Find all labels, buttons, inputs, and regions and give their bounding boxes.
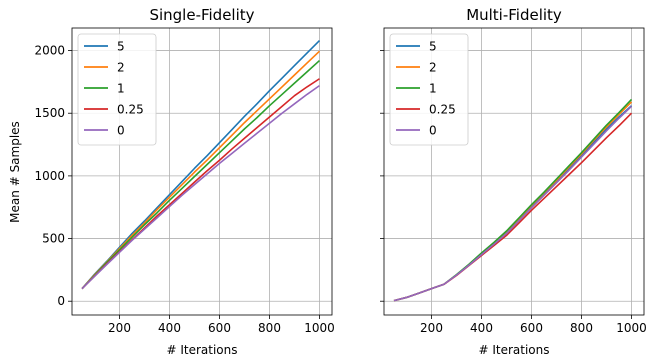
chart-title: Multi-Fidelity	[466, 6, 562, 24]
plot-frame	[71, 27, 333, 316]
legend-label-1: 1	[117, 82, 125, 96]
multi-fidelity-panel: Multi-Fidelity # Iterations 200 400 600 800…	[380, 6, 647, 357]
y-axis-label: Mean # Samples	[8, 121, 22, 223]
legend-label-0: 0	[429, 124, 437, 138]
legend-box	[389, 33, 469, 146]
x-axis-label: # Iterations	[478, 343, 549, 357]
x-tick-label: 1000	[616, 321, 647, 335]
legend-label-0.25: 0.25	[117, 103, 144, 117]
legend-label-0.25: 0.25	[429, 103, 456, 117]
series-line-0	[81, 84, 320, 290]
single-fidelity-panel: Single-Fidelity # Iterations Mean # Samp…	[8, 6, 335, 357]
plot-frame	[383, 27, 645, 316]
x-tick-label: 600	[520, 321, 543, 335]
y-tick-label: 500	[42, 232, 65, 246]
legend-label-5: 5	[429, 40, 437, 54]
series-line-1	[81, 59, 321, 290]
x-tick-label: 400	[158, 321, 181, 335]
y-tick-label: 0	[57, 294, 65, 308]
x-tick-label: 600	[208, 321, 231, 335]
x-axis-label: # Iterations	[166, 343, 237, 357]
legend-label-0: 0	[117, 124, 125, 138]
series-line-5	[81, 39, 321, 290]
x-tick-label: 200	[420, 321, 443, 335]
x-tick-label: 1000	[304, 321, 335, 335]
legend-label-1: 1	[429, 82, 437, 96]
legend-label-2: 2	[117, 61, 125, 75]
x-tick-label: 200	[108, 321, 131, 335]
legend-box	[77, 33, 157, 146]
series-line-0	[393, 105, 633, 302]
legend-label-5: 5	[117, 40, 125, 54]
chart-title: Single-Fidelity	[149, 6, 254, 24]
y-tick-label: 1500	[34, 106, 65, 120]
legend-label-2: 2	[429, 61, 437, 75]
series-line-2	[81, 50, 321, 290]
y-tick-label: 1000	[34, 169, 65, 183]
x-tick-label: 800	[258, 321, 281, 335]
y-tick-label: 2000	[34, 44, 65, 58]
x-tick-label: 800	[570, 321, 593, 335]
x-tick-label: 400	[470, 321, 493, 335]
